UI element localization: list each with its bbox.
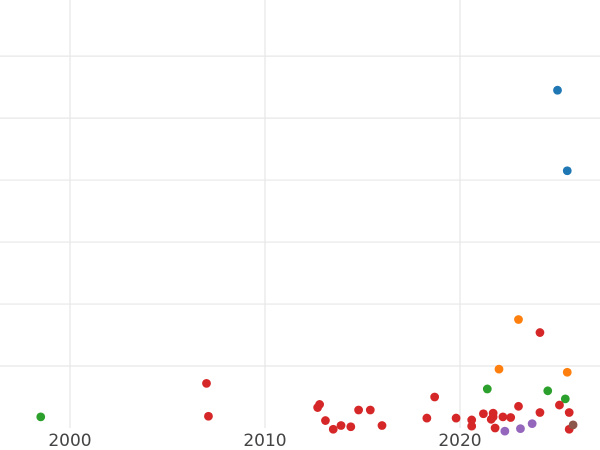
scatter-point — [564, 408, 574, 417]
x-tick-label: 2010 — [243, 431, 286, 450]
scatter-point — [328, 424, 338, 434]
scatter-point — [204, 411, 213, 421]
scatter-point — [560, 394, 570, 404]
scatter-point — [535, 408, 545, 417]
scatter-point — [315, 400, 324, 409]
scatter-point — [365, 405, 375, 415]
scatter-point — [527, 419, 537, 429]
scatter-point — [354, 405, 363, 415]
scatter-point — [535, 328, 545, 337]
scatter-point — [553, 85, 562, 95]
scatter-point — [516, 424, 525, 434]
scatter-point — [482, 384, 492, 394]
data-points — [36, 85, 578, 436]
scatter-point — [514, 401, 523, 411]
scatter-point — [467, 421, 477, 431]
scatter-point — [498, 412, 508, 422]
scatter-point — [562, 166, 572, 176]
scatter-point — [202, 378, 211, 388]
scatter-point — [36, 412, 46, 422]
scatter-point — [336, 421, 346, 430]
x-tick-label: 2020 — [438, 431, 481, 450]
scatter-point — [422, 413, 432, 423]
scatter-point — [562, 367, 572, 377]
scatter-point — [479, 409, 488, 419]
x-tick-labels: 2000 2010 2020 — [48, 431, 481, 450]
scatter-point — [506, 413, 516, 422]
gridlines — [0, 0, 600, 428]
scatter-point — [346, 422, 356, 432]
scatter-point — [568, 420, 578, 430]
scatter-point — [321, 416, 330, 425]
scatter-point — [430, 392, 440, 402]
scatter-point — [490, 423, 500, 433]
scatter-point — [543, 386, 553, 396]
scatter-point — [467, 415, 477, 425]
scatter-point — [494, 364, 504, 374]
x-tick-label: 2000 — [48, 431, 91, 450]
scatter-point — [451, 413, 461, 423]
scatter-point — [500, 426, 510, 436]
scatter-point — [488, 408, 498, 418]
scatter-point — [377, 421, 387, 430]
scatter-point — [514, 315, 523, 324]
scatter-point — [555, 400, 564, 410]
